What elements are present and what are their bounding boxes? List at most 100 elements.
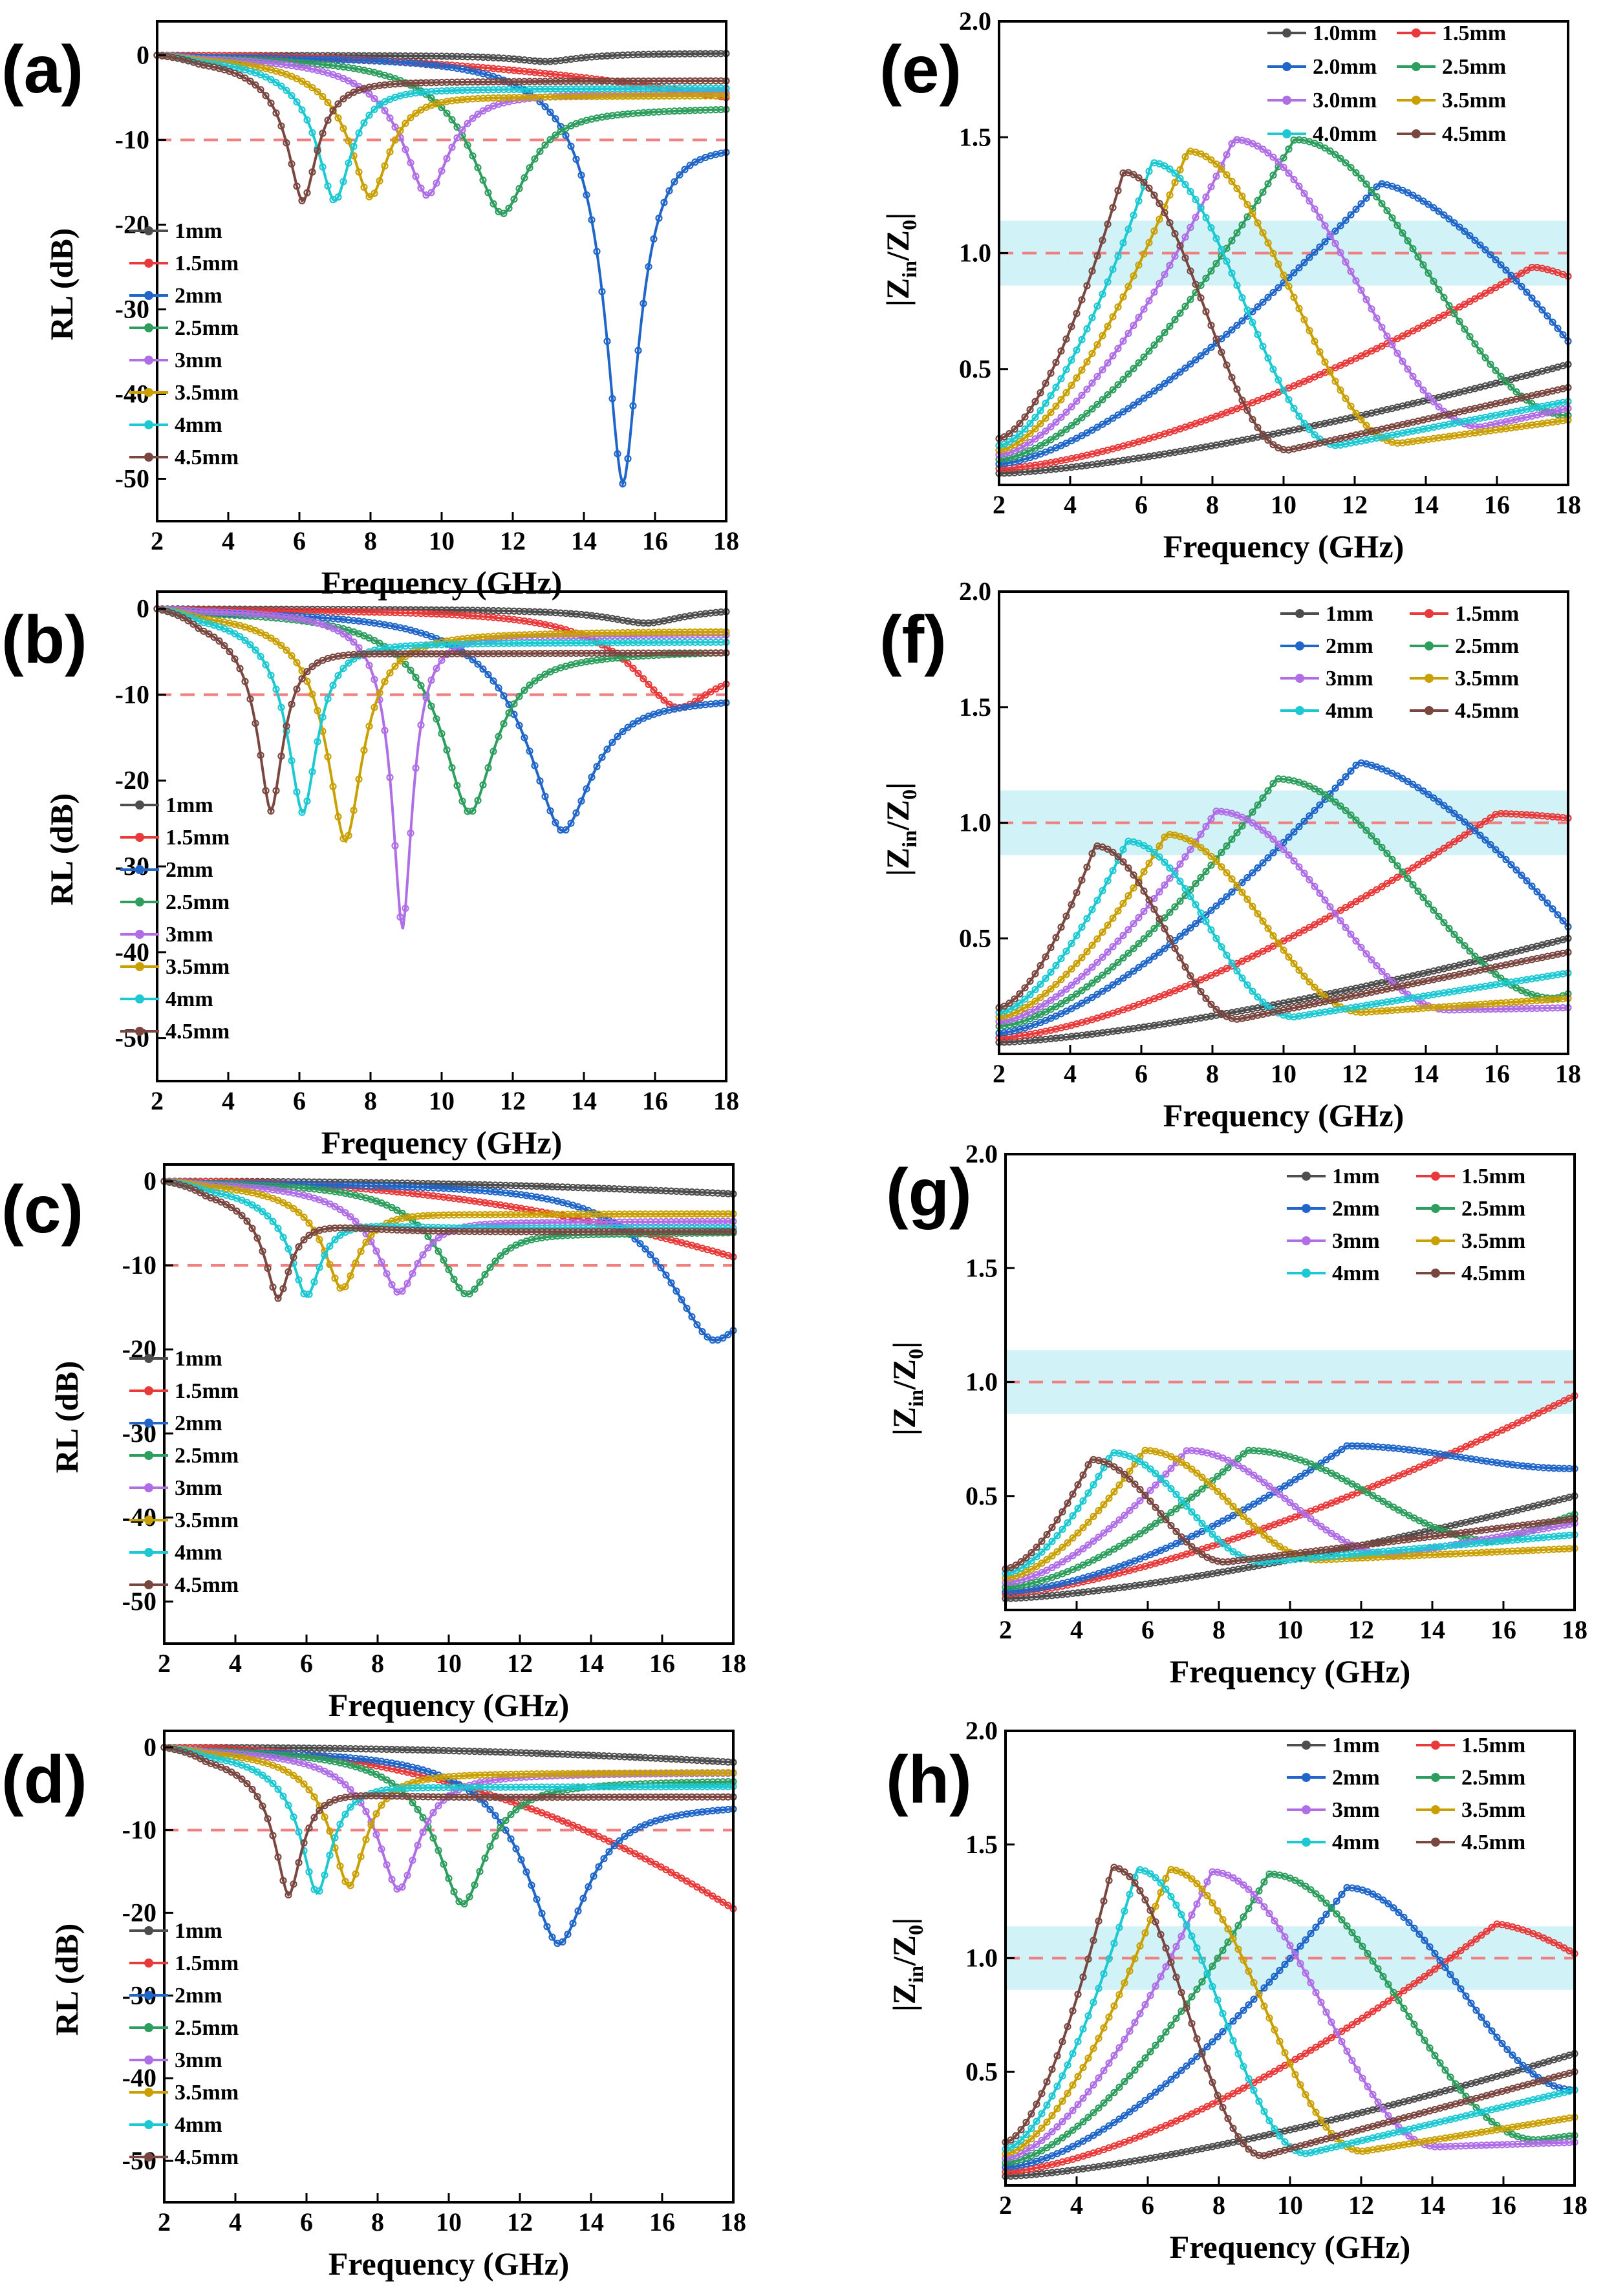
data-point xyxy=(314,738,321,746)
x-tick-label: 2 xyxy=(993,490,1006,519)
x-tick-label: 2 xyxy=(158,2207,171,2237)
data-point xyxy=(391,136,399,144)
data-point xyxy=(672,1287,680,1295)
data-point xyxy=(702,691,709,699)
data-point xyxy=(443,746,451,754)
panel-letter: (e) xyxy=(879,32,962,107)
y-tick-label: 1.0 xyxy=(959,239,991,268)
legend-label: 2.5mm xyxy=(1442,55,1506,79)
data-point xyxy=(236,633,244,641)
data-point xyxy=(458,797,466,805)
legend-marker xyxy=(1412,96,1421,105)
data-point xyxy=(355,129,363,137)
legend-marker xyxy=(144,2120,153,2129)
data-point xyxy=(486,1805,494,1814)
data-point xyxy=(365,193,373,200)
data-point xyxy=(314,147,321,155)
data-point xyxy=(288,756,296,765)
data-point xyxy=(339,95,347,103)
data-point xyxy=(562,826,570,834)
data-point xyxy=(484,189,492,197)
data-point xyxy=(386,773,394,781)
data-point xyxy=(450,1275,458,1283)
data-point xyxy=(277,82,285,90)
legend-marker xyxy=(144,291,153,300)
data-point xyxy=(427,702,435,710)
data-point xyxy=(319,92,327,101)
legend-label: 3mm xyxy=(175,349,222,372)
data-point xyxy=(548,1933,556,1941)
data-point xyxy=(419,1251,427,1259)
data-point xyxy=(347,1272,354,1280)
data-point xyxy=(381,162,389,170)
data-point xyxy=(515,722,523,729)
data-point xyxy=(288,700,296,708)
legend-marker xyxy=(1412,28,1421,38)
data-point xyxy=(303,668,311,676)
data-point xyxy=(593,248,601,255)
data-point xyxy=(495,684,502,692)
x-tick-label: 2 xyxy=(151,1086,164,1115)
data-point xyxy=(474,111,482,118)
legend-label: 4.0mm xyxy=(1313,122,1377,146)
data-point xyxy=(583,785,590,793)
data-point xyxy=(414,1260,422,1267)
data-point xyxy=(600,1855,608,1863)
legend-label: 2.5mm xyxy=(175,316,239,340)
data-point xyxy=(490,677,497,685)
data-point xyxy=(290,1253,297,1261)
legend-marker xyxy=(144,1958,153,1968)
series-4.5mm xyxy=(153,51,730,204)
data-point xyxy=(308,129,316,136)
legend-marker xyxy=(144,2055,153,2065)
data-point xyxy=(277,122,285,130)
data-point xyxy=(629,402,637,410)
legend-marker xyxy=(1412,62,1421,71)
data-point xyxy=(334,193,342,201)
data-point xyxy=(626,1829,634,1837)
data-point xyxy=(484,671,492,679)
data-point xyxy=(495,733,502,740)
data-point xyxy=(709,1892,716,1900)
data-point xyxy=(365,661,373,669)
data-point xyxy=(660,696,668,704)
data-point xyxy=(398,1209,406,1218)
data-point xyxy=(331,1236,339,1243)
data-point xyxy=(274,1294,282,1302)
data-point xyxy=(391,123,399,131)
data-point xyxy=(536,673,544,681)
data-point xyxy=(455,1284,463,1292)
data-point xyxy=(288,652,296,660)
data-point xyxy=(605,1848,613,1856)
data-point xyxy=(252,720,259,727)
data-point xyxy=(512,1845,520,1852)
y-tick-label: -10 xyxy=(115,125,149,154)
data-point xyxy=(678,1874,685,1882)
x-tick-label: 8 xyxy=(364,1086,377,1115)
legend-marker xyxy=(144,2152,153,2162)
data-point xyxy=(279,1233,287,1241)
data-point xyxy=(515,185,523,193)
chart-panel-a: 2 4 6 8 10 12 14 16 180-10-20-30-40-50Frequency … xyxy=(1,20,739,601)
panel-letter: (c) xyxy=(1,1172,83,1247)
data-point xyxy=(546,109,554,116)
data-point xyxy=(507,1835,515,1843)
data-point xyxy=(308,168,316,176)
data-point xyxy=(241,678,249,685)
series-4.5mm xyxy=(995,169,1572,454)
data-point xyxy=(303,116,311,124)
data-point xyxy=(334,627,342,635)
legend-label: 2.0mm xyxy=(1313,55,1377,79)
data-point xyxy=(598,288,606,295)
legend-marker xyxy=(144,1548,153,1557)
data-point xyxy=(288,160,296,168)
x-tick-label: 14 xyxy=(571,526,597,555)
data-point xyxy=(324,182,332,190)
data-point xyxy=(598,753,606,761)
data-point xyxy=(267,76,275,83)
data-point xyxy=(345,137,352,145)
data-point xyxy=(298,675,306,683)
data-point xyxy=(293,98,301,106)
data-point xyxy=(319,713,327,721)
